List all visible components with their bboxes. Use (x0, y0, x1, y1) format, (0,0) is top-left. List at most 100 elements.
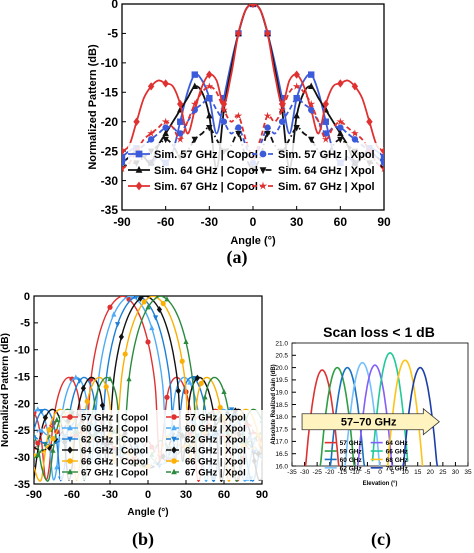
legend-marker (135, 165, 143, 173)
series-point-2 (351, 82, 359, 91)
series-point-3 (137, 296, 143, 302)
legend-background (60, 410, 264, 480)
x-tick-label: -90 (113, 215, 131, 229)
series-point-2 (206, 70, 213, 79)
legend-label: Sim. 57 GHz | Copol (154, 149, 258, 161)
series-point-2 (293, 70, 300, 79)
series-point-0 (177, 118, 184, 125)
legend-label: 67 GHz | Xpol (185, 468, 246, 479)
y-tick-label: -10 (101, 56, 119, 70)
y-tick-label: 18.0 (275, 414, 288, 421)
series-point-2 (134, 296, 139, 300)
legend-marker (67, 458, 73, 464)
series-point-4 (160, 300, 166, 307)
series-point-2 (264, 29, 271, 38)
x-tick-label: -30 (102, 489, 118, 501)
y-axis-label: Normalized Pattern (dB) (0, 333, 11, 447)
x-tick-label: 20 (427, 469, 435, 476)
y-tick-label: 0 (111, 0, 118, 11)
series-point-4 (162, 136, 169, 144)
y-tick-label: -25 (14, 425, 30, 437)
legend-marker (171, 446, 177, 454)
y-tick-label: -25 (101, 144, 119, 158)
series-point-2 (235, 29, 242, 38)
x-tick-label: 35 (464, 469, 472, 476)
series-point-2 (337, 79, 344, 88)
series-point-1 (337, 129, 344, 137)
legend-label: Sim. 64 GHz | Copol (154, 165, 258, 177)
legend-label: 62 GHz (340, 465, 363, 472)
legend-marker (67, 414, 73, 420)
legend-marker (171, 414, 177, 420)
panel-c-label: (c) (371, 529, 391, 550)
legend-label: 64 GHz (386, 440, 409, 447)
x-tick-label: 0 (250, 215, 257, 229)
series-point-5 (278, 105, 287, 114)
series-point-4 (179, 358, 185, 364)
series-point-5 (219, 105, 228, 114)
legend-label: 57 GHz (340, 440, 363, 447)
y-tick-label: 20.0 (275, 365, 288, 372)
y-tick-label: 0 (24, 291, 30, 303)
legend-marker (135, 150, 143, 158)
series-point-0 (164, 394, 170, 400)
legend-label: 64 GHz | Xpol (185, 446, 246, 457)
y-tick-label: -15 (101, 85, 119, 99)
series-point-0 (145, 339, 151, 345)
x-tick-label: 30 (180, 489, 192, 501)
series-point-3 (206, 94, 213, 102)
series-point-2 (133, 117, 140, 126)
series-line-6 (386, 359, 424, 466)
series-point-4 (217, 404, 223, 410)
series-point-4 (84, 398, 90, 404)
x-tick-label: 60 (218, 489, 230, 501)
series-point-11 (35, 452, 41, 458)
series-point-1 (293, 111, 300, 119)
legend-label: 60 GHz | Copol (81, 424, 148, 435)
chart-panel-b: -90 -60 -30 0 30 60 90 0 -5 -10 -15 -20 -25 -30 -35 Ang… (0, 291, 268, 518)
legend-label: 68 GHz (386, 457, 409, 464)
x-tick-label: 10 (402, 469, 410, 476)
legend-label: 64 GHz | Copol (81, 446, 148, 457)
y-tick-label: -20 (14, 398, 30, 410)
series-point-9 (46, 444, 52, 452)
series-point-2 (229, 407, 235, 413)
series-point-3 (147, 136, 155, 143)
x-tick-label: 5 (391, 469, 395, 476)
series-point-5 (234, 111, 243, 120)
series-point-3 (80, 384, 86, 392)
series-point-5 (161, 117, 170, 126)
series-point-3 (42, 414, 48, 422)
series-point-4 (337, 136, 344, 144)
series-point-5 (292, 82, 301, 90)
annotation-text: 57–70 GHz (341, 417, 397, 429)
y-tick-label: -20 (101, 115, 119, 129)
y-tick-label: 16.0 (275, 463, 288, 470)
x-axis-label: Elevation (°) (363, 481, 398, 487)
series-point-0 (308, 71, 315, 78)
series-point-5 (50, 447, 56, 453)
chart-panel-c: Scan loss < 1 dB -35 -30 -25 -20 -15 -10 -5 0 5 10… (271, 324, 472, 487)
series-point-4 (141, 299, 147, 305)
series-point-2 (77, 378, 83, 384)
legend: Sim. 57 GHz | Copol Sim. 64 GHz | Copol Si… (128, 143, 380, 203)
legend-marker (171, 458, 177, 464)
series-point-3 (220, 118, 228, 125)
series-point-0 (380, 153, 384, 161)
x-tick-label: -10 (350, 469, 360, 476)
series-point-5 (145, 304, 151, 310)
series-point-0 (122, 153, 126, 161)
series-point-1 (308, 82, 315, 89)
series-point-5 (321, 135, 330, 143)
series-point-5 (190, 99, 199, 108)
series-point-1 (149, 324, 155, 331)
series-point-1 (187, 379, 193, 385)
legend-label: 66 GHz | Copol (81, 457, 148, 468)
x-tick-label: 25 (439, 469, 447, 476)
series-point-3 (337, 124, 344, 131)
series-point-5 (336, 117, 345, 126)
x-tick-label: -15 (338, 469, 348, 476)
x-axis-label: Angle (°) (230, 235, 276, 247)
